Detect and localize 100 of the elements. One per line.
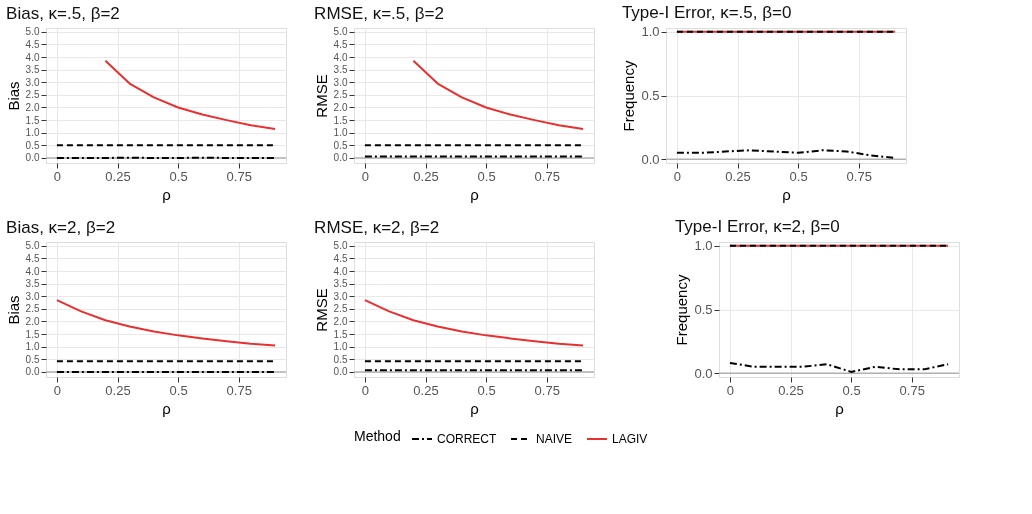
y-tick-label: 0.0 bbox=[641, 151, 660, 167]
x-tick-label: 0.75 bbox=[534, 382, 560, 398]
x-axis-title: ρ bbox=[470, 185, 479, 203]
y-tick-label: 0.0 bbox=[25, 152, 40, 164]
y-tick-label: 4.0 bbox=[25, 51, 40, 63]
x-tick-label: 0 bbox=[361, 168, 370, 184]
y-tick-label: 1.0 bbox=[333, 341, 348, 353]
y-tick-label: 4.5 bbox=[333, 38, 348, 50]
y-tick-label: 0.0 bbox=[25, 366, 40, 378]
chart-title: Bias, κ=2, β=2 bbox=[6, 217, 116, 237]
y-tick-label: 2.0 bbox=[25, 101, 40, 113]
x-tick-label: 0.75 bbox=[899, 382, 925, 398]
chart-title: Type-I Error, κ=.5, β=0 bbox=[621, 2, 792, 22]
y-tick-label: 1.5 bbox=[333, 328, 348, 340]
x-tick-label: 0.5 bbox=[477, 382, 496, 398]
x-axis-title: ρ bbox=[470, 399, 479, 417]
y-tick-label: 1.0 bbox=[25, 127, 40, 139]
x-tick-label: 0.25 bbox=[105, 168, 131, 184]
y-tick-label: 4.5 bbox=[25, 252, 40, 264]
y-axis-title: RMSE bbox=[312, 288, 330, 332]
y-tick-label: 1.5 bbox=[333, 114, 348, 126]
y-tick-label: 1.5 bbox=[25, 114, 40, 126]
y-tick-label: 0.5 bbox=[694, 302, 713, 317]
y-tick-label: 5.0 bbox=[25, 26, 40, 38]
chart-title: Bias, κ=.5, β=2 bbox=[6, 3, 120, 23]
x-axis-title: ρ bbox=[162, 399, 171, 417]
y-tick-label: 3.5 bbox=[333, 64, 348, 76]
line-series bbox=[363, 299, 585, 347]
y-tick-label: 0.5 bbox=[25, 139, 40, 151]
x-tick-label: 0.25 bbox=[105, 382, 131, 398]
y-tick-label: 4.0 bbox=[333, 265, 348, 277]
y-tick-label: 2.5 bbox=[25, 303, 40, 315]
x-tick-label: 0.75 bbox=[534, 168, 560, 184]
y-tick-label: 5.0 bbox=[333, 26, 348, 38]
y-tick-label: 0.5 bbox=[333, 139, 348, 151]
x-tick-label: 0 bbox=[726, 382, 735, 398]
x-tick-label: 0.75 bbox=[226, 382, 252, 398]
legend-label: LAGIV bbox=[612, 432, 648, 446]
y-tick-label: 1.0 bbox=[641, 24, 660, 40]
y-axis-title: Bias bbox=[4, 295, 22, 325]
x-tick-label: 0.25 bbox=[413, 168, 439, 184]
y-tick-label: 2.0 bbox=[25, 315, 40, 327]
y-tick-label: 0.5 bbox=[641, 88, 660, 103]
x-tick-label: 0.75 bbox=[226, 168, 252, 184]
line-series bbox=[412, 59, 585, 130]
y-tick-label: 3.5 bbox=[333, 278, 348, 290]
y-tick-label: 2.0 bbox=[333, 101, 348, 113]
y-tick-label: 3.0 bbox=[333, 76, 348, 88]
x-axis-title: ρ bbox=[162, 185, 171, 203]
y-tick-label: 5.0 bbox=[25, 240, 40, 252]
x-axis-title: ρ bbox=[782, 185, 791, 203]
x-tick-label: 0.5 bbox=[789, 168, 808, 184]
x-tick-label: 0.5 bbox=[842, 382, 861, 398]
y-tick-label: 1.0 bbox=[694, 238, 713, 254]
chart-title: Type-I Error, κ=2, β=0 bbox=[674, 216, 840, 236]
legend-label: NAIVE bbox=[536, 432, 573, 446]
x-tick-label: 0.25 bbox=[725, 168, 751, 184]
y-tick-label: 0.5 bbox=[333, 353, 348, 365]
y-tick-label: 0.0 bbox=[333, 152, 348, 164]
y-tick-label: 3.0 bbox=[25, 290, 40, 302]
y-axis-title: RMSE bbox=[312, 74, 330, 118]
y-tick-label: 4.0 bbox=[333, 51, 348, 63]
x-tick-label: 0.5 bbox=[169, 382, 188, 398]
y-tick-label: 4.5 bbox=[25, 38, 40, 50]
x-tick-label: 0.5 bbox=[169, 168, 188, 184]
y-axis-title: Bias bbox=[4, 81, 22, 111]
y-tick-label: 0.0 bbox=[694, 365, 713, 381]
x-tick-label: 0 bbox=[53, 382, 62, 398]
y-tick-label: 2.5 bbox=[25, 89, 40, 101]
y-tick-label: 3.0 bbox=[333, 290, 348, 302]
x-tick-label: 0.25 bbox=[778, 382, 804, 398]
x-tick-label: 0 bbox=[673, 168, 682, 184]
y-tick-label: 3.5 bbox=[25, 64, 40, 76]
chart-title: RMSE, κ=2, β=2 bbox=[314, 217, 440, 237]
y-tick-label: 2.0 bbox=[333, 315, 348, 327]
x-axis-title: ρ bbox=[835, 399, 844, 417]
y-tick-label: 0.0 bbox=[333, 366, 348, 378]
x-tick-label: 0 bbox=[361, 382, 370, 398]
y-tick-label: 1.0 bbox=[25, 341, 40, 353]
x-tick-label: 0.25 bbox=[413, 382, 439, 398]
y-tick-label: 3.5 bbox=[25, 278, 40, 290]
x-tick-label: 0 bbox=[53, 168, 62, 184]
y-tick-label: 4.5 bbox=[333, 252, 348, 264]
line-series bbox=[104, 59, 277, 130]
y-tick-label: 5.0 bbox=[333, 240, 348, 252]
x-tick-label: 0.75 bbox=[846, 168, 872, 184]
y-tick-label: 2.5 bbox=[333, 89, 348, 101]
y-tick-label: 1.0 bbox=[333, 127, 348, 139]
line-series bbox=[728, 361, 950, 373]
y-tick-label: 2.5 bbox=[333, 303, 348, 315]
x-tick-label: 0.5 bbox=[477, 168, 496, 184]
y-tick-label: 1.5 bbox=[25, 328, 40, 340]
line-series bbox=[55, 299, 277, 347]
y-axis-title: Frequency bbox=[620, 60, 638, 132]
chart-title: RMSE, κ=.5, β=2 bbox=[314, 3, 444, 23]
y-axis-title: Frequency bbox=[673, 274, 691, 346]
y-tick-label: 0.5 bbox=[25, 353, 40, 365]
legend-label: CORRECT bbox=[437, 432, 497, 446]
legend-title: Method bbox=[354, 428, 401, 444]
y-tick-label: 4.0 bbox=[25, 265, 40, 277]
